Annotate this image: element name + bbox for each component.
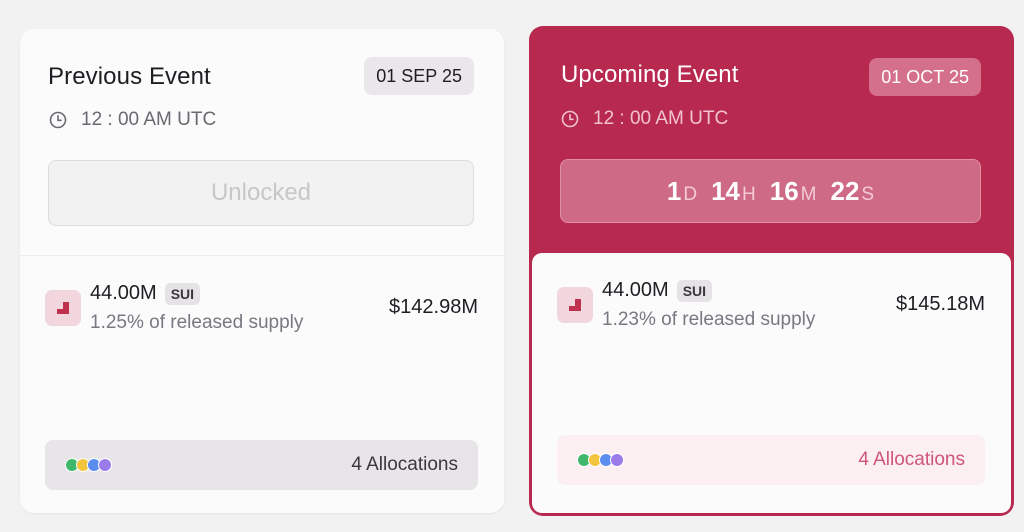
clock-icon — [561, 110, 579, 128]
previous-amount: 44.00M — [90, 282, 157, 304]
upcoming-event-date-badge: 01 OCT 25 — [869, 58, 981, 96]
upcoming-event-header: Upcoming Event 01 OCT 25 12 : 00 AM UTC … — [529, 26, 1014, 252]
upcoming-amount: 44.00M — [602, 279, 669, 301]
upcoming-usd-value: $145.18M — [896, 293, 985, 315]
countdown-minutes-value: 16 — [769, 175, 799, 206]
countdown-seconds-unit: S — [861, 183, 875, 205]
previous-usd-value: $142.98M — [389, 296, 478, 318]
countdown-days-unit: D — [683, 183, 698, 205]
countdown-seconds-value: 22 — [830, 175, 860, 206]
token-icon — [45, 290, 81, 326]
countdown-hours-value: 14 — [711, 175, 741, 206]
countdown-button[interactable]: 1 D 14 H 16 M 22 S — [560, 159, 981, 223]
upcoming-event-card: Upcoming Event 01 OCT 25 12 : 00 AM UTC … — [529, 26, 1014, 516]
token-icon — [557, 287, 593, 323]
previous-supply-text: 1.25% of released supply — [90, 312, 304, 333]
upcoming-allocations-button[interactable]: 4 Allocations — [557, 435, 985, 485]
previous-event-details: 44.00M SUI 1.25% of released supply $142… — [20, 255, 504, 513]
previous-amount-row: 44.00M SUI — [90, 282, 201, 305]
upcoming-event-title: Upcoming Event — [561, 61, 739, 88]
previous-allocations-label: 4 Allocations — [351, 454, 458, 475]
countdown-seconds: 22 S — [831, 176, 875, 207]
previous-allocations-button[interactable]: 4 Allocations — [45, 440, 478, 490]
countdown-minutes: 16 M — [770, 176, 817, 207]
countdown-days-value: 1 — [666, 175, 682, 206]
previous-event-time-label: 12 : 00 AM UTC — [81, 109, 217, 130]
upcoming-event-time: 12 : 00 AM UTC — [561, 108, 728, 130]
unlocked-button[interactable]: Unlocked — [48, 160, 474, 226]
countdown-minutes-unit: M — [800, 183, 817, 205]
allocation-dot — [98, 458, 112, 472]
clock-icon — [49, 111, 67, 129]
upcoming-event-time-label: 12 : 00 AM UTC — [593, 108, 729, 129]
previous-event-header: Previous Event 01 SEP 25 12 : 00 AM UTC … — [20, 29, 504, 255]
countdown-hours: 14 H — [711, 176, 756, 207]
upcoming-symbol-badge: SUI — [676, 279, 713, 302]
upcoming-allocations-label: 4 Allocations — [858, 449, 965, 470]
countdown-timer: 1 D 14 H 16 M 22 S — [667, 176, 874, 207]
allocation-dot — [610, 453, 624, 467]
previous-symbol-badge: SUI — [164, 282, 201, 305]
upcoming-event-details: 44.00M SUI 1.23% of released supply $145… — [532, 253, 1011, 513]
allocation-dots — [65, 458, 112, 472]
previous-event-date-badge: 01 SEP 25 — [364, 57, 474, 95]
previous-event-title: Previous Event — [48, 63, 211, 90]
countdown-hours-unit: H — [742, 183, 756, 205]
allocation-dots — [577, 453, 624, 467]
previous-event-card: Previous Event 01 SEP 25 12 : 00 AM UTC … — [20, 29, 504, 513]
upcoming-amount-row: 44.00M SUI — [602, 279, 713, 302]
upcoming-supply-text: 1.23% of released supply — [602, 309, 816, 330]
previous-event-time: 12 : 00 AM UTC — [49, 109, 216, 131]
countdown-days: 1 D — [667, 176, 697, 207]
